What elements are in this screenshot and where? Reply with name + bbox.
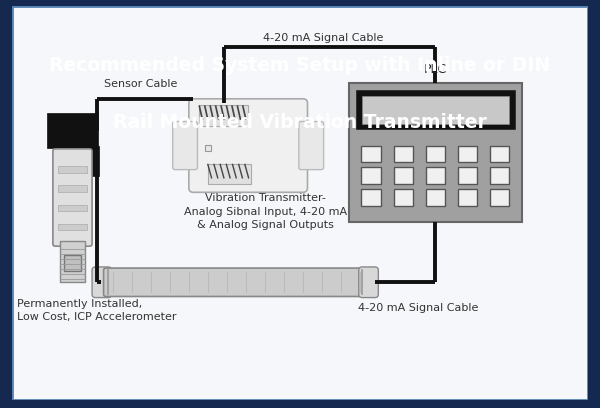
Text: Rail Mounted Vibration Transmitter: Rail Mounted Vibration Transmitter (113, 113, 487, 132)
Bar (425, 167, 445, 184)
Bar (58, 224, 88, 231)
Bar (425, 189, 445, 206)
Text: 4-20 mA Signal Cable: 4-20 mA Signal Cable (358, 303, 478, 313)
Bar (458, 146, 477, 162)
Text: PLC: PLC (424, 63, 447, 76)
Bar (47, 113, 98, 148)
Text: Vibration Transmitter-
Analog Sibnal Input, 4-20 mA
& Analog Signal Outputs: Vibration Transmitter- Analog Sibnal Inp… (184, 193, 347, 230)
Bar (58, 185, 88, 192)
FancyBboxPatch shape (299, 122, 323, 170)
Bar (208, 164, 251, 184)
Bar (361, 189, 381, 206)
Bar (60, 241, 85, 282)
Bar (58, 204, 88, 211)
Text: Recommended System Setup with Inline or DIN: Recommended System Setup with Inline or … (49, 56, 551, 75)
FancyBboxPatch shape (92, 267, 112, 297)
FancyBboxPatch shape (104, 268, 367, 297)
Bar (64, 255, 82, 271)
Bar (361, 146, 381, 162)
Bar (458, 167, 477, 184)
Text: Sensor Cable: Sensor Cable (104, 79, 178, 89)
Bar (361, 167, 381, 184)
Bar (394, 189, 413, 206)
Bar (394, 146, 413, 162)
Bar (58, 166, 88, 173)
Bar (349, 83, 522, 222)
Bar (490, 167, 509, 184)
Bar (77, 146, 99, 175)
FancyBboxPatch shape (173, 122, 197, 170)
FancyBboxPatch shape (359, 267, 379, 297)
Bar (356, 90, 515, 129)
Bar (490, 189, 509, 206)
Text: Permanently Installed,
Low Cost, ICP Accelerometer: Permanently Installed, Low Cost, ICP Acc… (17, 299, 176, 322)
Bar (394, 167, 413, 184)
Bar (362, 96, 509, 124)
Text: 4-20 mA Signal Cable: 4-20 mA Signal Cable (263, 33, 383, 43)
Bar (425, 146, 445, 162)
FancyBboxPatch shape (53, 149, 92, 246)
FancyBboxPatch shape (189, 99, 307, 192)
Bar (199, 105, 248, 126)
Bar (490, 146, 509, 162)
Bar (458, 189, 477, 206)
